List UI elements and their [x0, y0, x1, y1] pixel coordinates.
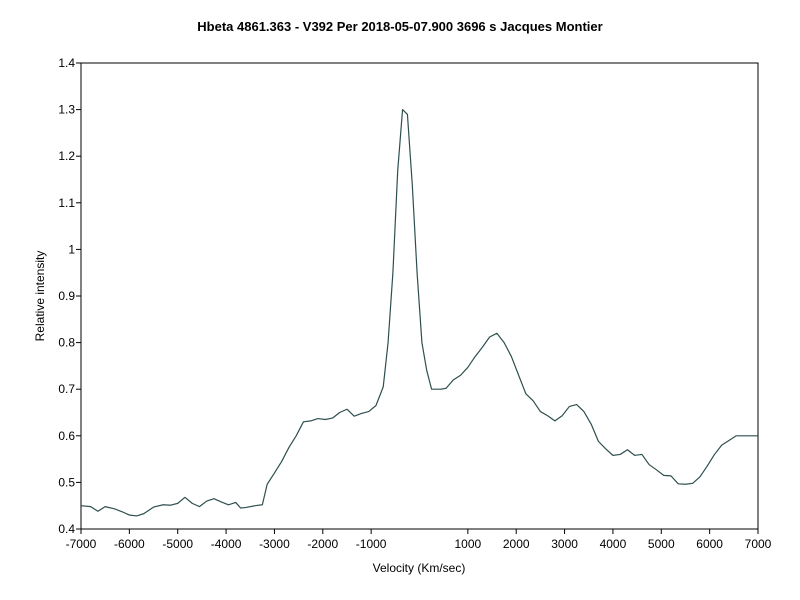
y-tick-label: 0.8 — [58, 336, 75, 350]
y-axis: 0.4 0.5 0.6 0.7 0.8 0.9 1 1.1 1.2 1.3 1.4 — [58, 56, 81, 536]
x-tick-label: 4000 — [600, 537, 627, 551]
x-tick-label: -1000 — [356, 537, 387, 551]
y-tick-label: 1 — [68, 242, 75, 256]
y-tick-label: 1.4 — [58, 56, 75, 70]
x-tick-label: 6000 — [696, 537, 723, 551]
x-tick-label: -5000 — [162, 537, 193, 551]
y-tick-label: 0.6 — [58, 429, 75, 443]
x-tick-label: 7000 — [745, 537, 772, 551]
x-tick-label: -4000 — [211, 537, 242, 551]
x-axis: -7000 -6000 -5000 -4000 -3000 -2000 -1000 1000 2… — [66, 529, 772, 551]
y-tick-label: 0.4 — [58, 522, 75, 536]
x-axis-label: Velocity (Km/sec) — [373, 561, 466, 575]
x-tick-label: 3000 — [551, 537, 578, 551]
x-tick-label: 1000 — [455, 537, 482, 551]
y-tick-label: 0.7 — [58, 382, 75, 396]
y-tick-label: 1.2 — [58, 149, 75, 163]
x-tick-label: 5000 — [648, 537, 675, 551]
x-tick-label: 2000 — [503, 537, 530, 551]
x-tick-label: -3000 — [259, 537, 290, 551]
chart-title: Hbeta 4861.363 - V392 Per 2018-05-07.900… — [197, 19, 602, 34]
y-tick-label: 0.9 — [58, 289, 75, 303]
x-tick-label: -2000 — [307, 537, 338, 551]
x-tick-label: -7000 — [66, 537, 97, 551]
y-tick-label: 0.5 — [58, 475, 75, 489]
y-tick-label: 1.3 — [58, 103, 75, 117]
y-tick-label: 1.1 — [58, 196, 75, 210]
y-axis-label: Relative intensity — [33, 251, 47, 342]
series-line — [80, 109, 758, 517]
plot-frame — [80, 62, 759, 530]
x-tick-label: -6000 — [114, 537, 145, 551]
